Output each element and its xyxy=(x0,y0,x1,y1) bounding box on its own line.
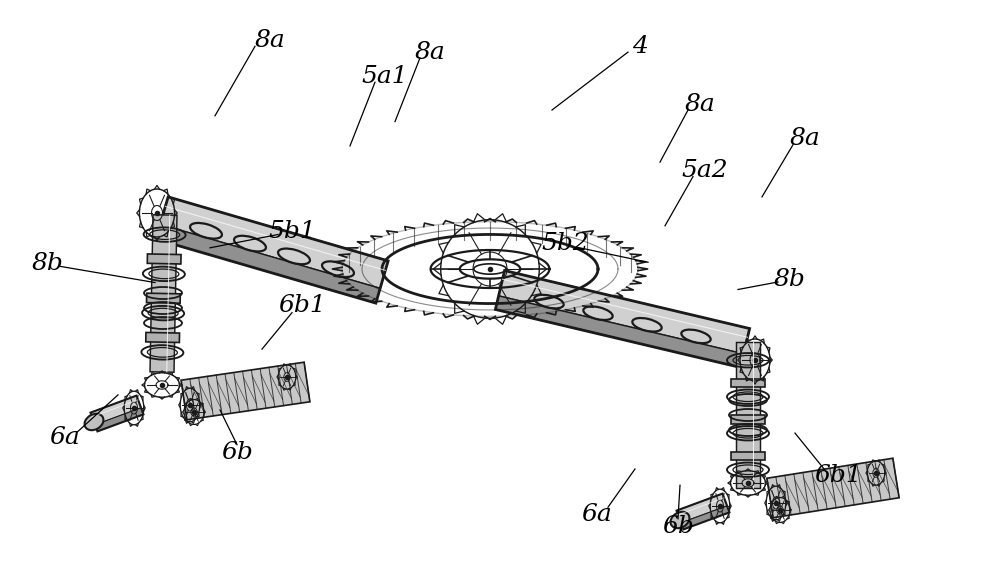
Text: 8a: 8a xyxy=(255,29,285,52)
Polygon shape xyxy=(95,408,143,431)
Polygon shape xyxy=(731,452,765,460)
Polygon shape xyxy=(767,458,899,518)
Polygon shape xyxy=(736,342,760,488)
Text: 8a: 8a xyxy=(790,127,820,151)
Text: 6b1: 6b1 xyxy=(278,294,326,317)
Text: 5a1: 5a1 xyxy=(362,65,408,88)
Polygon shape xyxy=(156,224,380,303)
Polygon shape xyxy=(91,395,141,425)
Text: 8b: 8b xyxy=(774,267,806,291)
Polygon shape xyxy=(499,270,750,354)
Text: 8b: 8b xyxy=(32,252,64,275)
Polygon shape xyxy=(150,215,177,372)
Polygon shape xyxy=(677,494,727,523)
Text: 6b: 6b xyxy=(662,515,694,538)
Text: 5b2: 5b2 xyxy=(541,232,589,255)
Text: 6a: 6a xyxy=(582,503,612,526)
Polygon shape xyxy=(147,254,181,264)
Text: 8a: 8a xyxy=(415,41,445,64)
Polygon shape xyxy=(181,362,310,420)
Ellipse shape xyxy=(671,512,689,528)
Text: 4: 4 xyxy=(632,35,648,58)
Polygon shape xyxy=(731,415,765,424)
Text: 8a: 8a xyxy=(685,93,715,116)
Polygon shape xyxy=(681,506,729,529)
Text: 6a: 6a xyxy=(50,426,80,449)
Polygon shape xyxy=(495,296,744,368)
Polygon shape xyxy=(146,332,180,343)
Text: 5a2: 5a2 xyxy=(682,159,728,182)
Text: 6b1: 6b1 xyxy=(814,464,862,488)
Text: 6b: 6b xyxy=(221,441,253,464)
Polygon shape xyxy=(147,293,180,303)
Text: 5b1: 5b1 xyxy=(268,220,316,243)
Polygon shape xyxy=(160,197,388,288)
Polygon shape xyxy=(731,379,765,387)
Ellipse shape xyxy=(85,414,103,430)
